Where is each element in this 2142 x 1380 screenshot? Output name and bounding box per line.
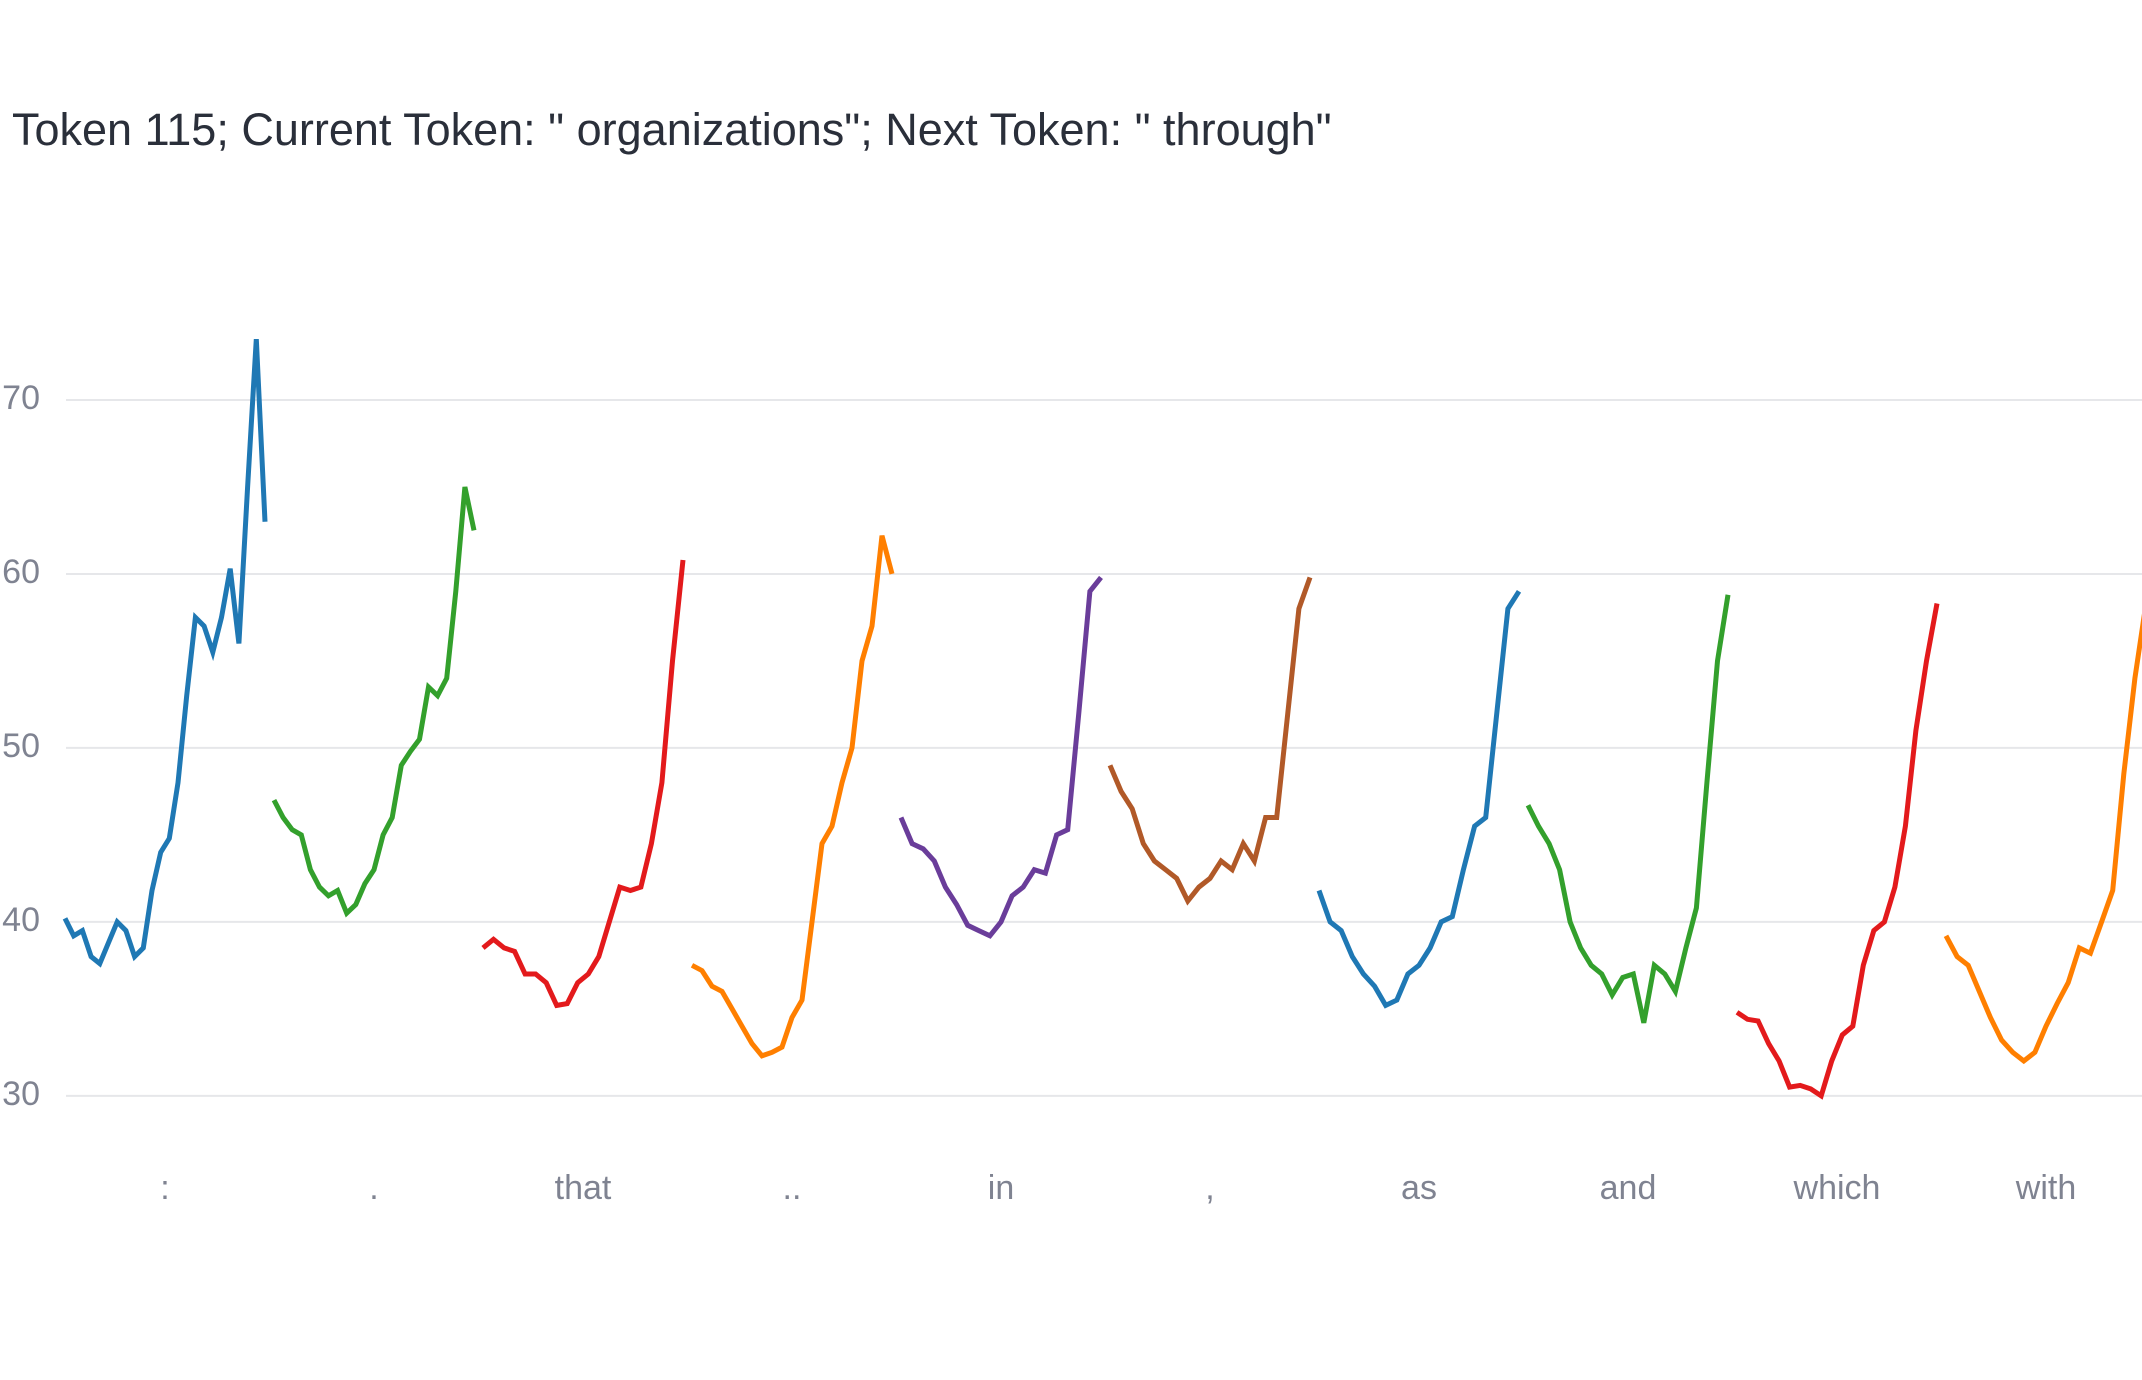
x-tick-label: in xyxy=(988,1169,1014,1207)
y-tick-label: 50 xyxy=(2,727,40,765)
series-line xyxy=(1316,589,1522,1009)
series-line xyxy=(481,559,686,1009)
chart-title: Token 115; Current Token: " organization… xyxy=(12,104,1332,155)
x-tick-label: which xyxy=(1793,1169,1881,1207)
series-line xyxy=(271,486,477,918)
series-line xyxy=(898,575,1103,939)
y-tick-label: 30 xyxy=(2,1075,40,1113)
series-line xyxy=(62,338,268,968)
y-tick-label: 70 xyxy=(2,379,40,417)
x-tick-label: as xyxy=(1401,1169,1437,1207)
y-tick-label: 40 xyxy=(2,901,40,939)
series-line xyxy=(1943,613,2142,1065)
x-tick-label: , xyxy=(1205,1169,1214,1207)
x-tick-label: with xyxy=(2015,1169,2076,1207)
series-line xyxy=(690,535,895,1059)
x-tick-label: that xyxy=(555,1169,612,1207)
x-tick-label: and xyxy=(1600,1169,1657,1207)
series-line xyxy=(1735,603,1940,1100)
x-tick-label: .. xyxy=(783,1169,802,1207)
series-line xyxy=(1525,594,1731,1024)
y-tick-label: 60 xyxy=(2,553,40,591)
x-tick-label: : xyxy=(160,1169,169,1207)
series-line xyxy=(1107,576,1313,906)
x-tick-label: . xyxy=(369,1169,378,1207)
